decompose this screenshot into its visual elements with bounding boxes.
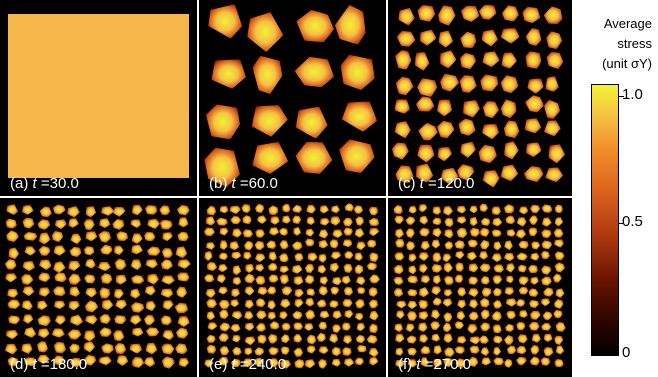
colorbar-title-line3: (unit σY) bbox=[602, 56, 652, 71]
panel-a-image bbox=[8, 14, 189, 178]
panel-d-image bbox=[4, 204, 191, 369]
colorbar-label-mid: 0.5 bbox=[622, 213, 643, 230]
colorbar-tick-mid bbox=[618, 223, 624, 224]
panel-d: (d) t =180.0 bbox=[0, 198, 197, 377]
panel-f-caption: (f) t =270.0 bbox=[398, 356, 471, 373]
panel-b-image bbox=[204, 4, 377, 187]
panel-b: (b) t =60.0 bbox=[199, 0, 386, 196]
panel-a-caption: (a) t =30.0 bbox=[10, 175, 79, 192]
panel-b-caption: (b) t =60.0 bbox=[209, 175, 278, 192]
panel-e: (e) t =240.0 bbox=[199, 198, 386, 377]
panel-f-image bbox=[393, 203, 566, 368]
panel-f: (f) t =270.0 bbox=[388, 198, 572, 377]
colorbar-gradient bbox=[591, 84, 619, 356]
panel-c-image bbox=[392, 4, 566, 188]
colorbar-title-line2: stress bbox=[617, 36, 652, 51]
panel-e-caption: (e) t =240.0 bbox=[209, 356, 287, 373]
colorbar-label-bottom: 0 bbox=[622, 344, 631, 361]
colorbar-tick-top bbox=[618, 96, 624, 97]
colorbar-title-line1: Average bbox=[603, 16, 652, 31]
panel-c: (c) t =120.0 bbox=[388, 0, 572, 196]
panel-d-caption: (d) t =180.0 bbox=[10, 356, 88, 373]
colorbar-label-top: 1.0 bbox=[622, 86, 643, 103]
panel-a: (a) t =30.0 bbox=[0, 0, 197, 196]
panel-c-caption: (c) t =120.0 bbox=[398, 175, 475, 192]
panel-e-image bbox=[203, 203, 381, 369]
